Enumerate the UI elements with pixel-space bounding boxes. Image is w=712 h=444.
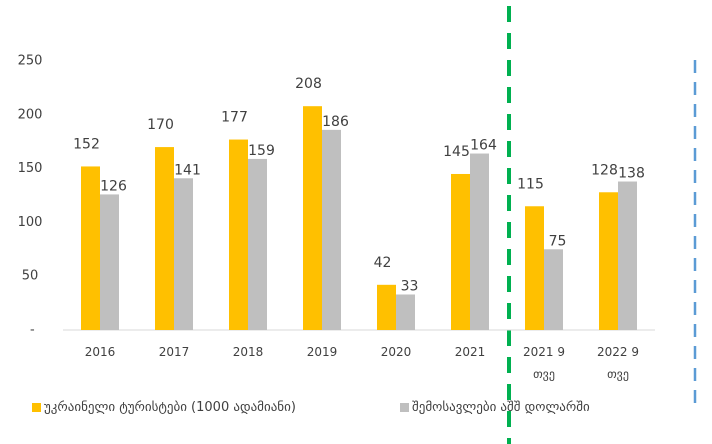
data-label: 164 [470,138,497,154]
x-tick-label: 2021 9 თვე [523,345,565,381]
data-label: 208 [295,76,322,92]
bar [377,284,396,330]
data-label: 128 [591,162,618,178]
bar [303,106,322,330]
legend-label: უკრაინელი ტურისტები (1000 ადამიანი) [44,400,296,415]
data-label: 42 [374,255,392,271]
data-label: 138 [618,166,645,182]
legend-swatch [32,403,41,412]
bar [248,158,267,330]
data-label: 33 [401,278,419,294]
data-label: 145 [443,144,470,160]
data-label: 152 [73,136,100,152]
data-label: 159 [248,143,275,159]
bar [229,139,248,330]
bar [396,294,415,330]
y-tick-label: 100 [18,215,43,230]
y-tick-label: 150 [18,161,43,176]
bar [470,153,489,330]
bar [451,173,470,330]
bar [618,181,637,330]
bar [174,178,193,330]
bar [155,147,174,330]
legend-item: შემოსავლები აშშ დოლარში [400,400,590,415]
x-tick-label: 2022 9 თვე [597,345,639,381]
data-label: 170 [147,117,174,133]
x-tick-label: 2016 [84,345,116,359]
x-tick-label: 2019 [306,345,338,359]
data-label: 75 [549,233,567,249]
x-tick-label: 2020 [380,345,412,359]
y-tick-label: - [30,323,35,338]
bar [81,166,100,330]
bar [599,192,618,330]
x-tick-label: 2018 [232,345,264,359]
legend-label: შემოსავლები აშშ დოლარში [412,400,590,415]
y-tick-label: 250 [18,54,43,69]
y-tick-label: 50 [22,269,39,284]
data-label: 177 [221,110,248,126]
bar [544,249,563,330]
data-label: 141 [174,162,201,178]
y-tick-label: 200 [18,107,43,122]
bar [322,129,341,330]
bar [100,194,119,330]
x-tick-label: 2017 [158,345,190,359]
x-tick-label: 2021 [454,345,486,359]
bar [525,206,544,330]
data-label: 126 [100,178,127,194]
data-label: 115 [517,176,544,192]
data-label: 186 [322,114,349,130]
legend-item: უკრაინელი ტურისტები (1000 ადამიანი) [32,400,296,415]
legend-swatch [400,403,409,412]
